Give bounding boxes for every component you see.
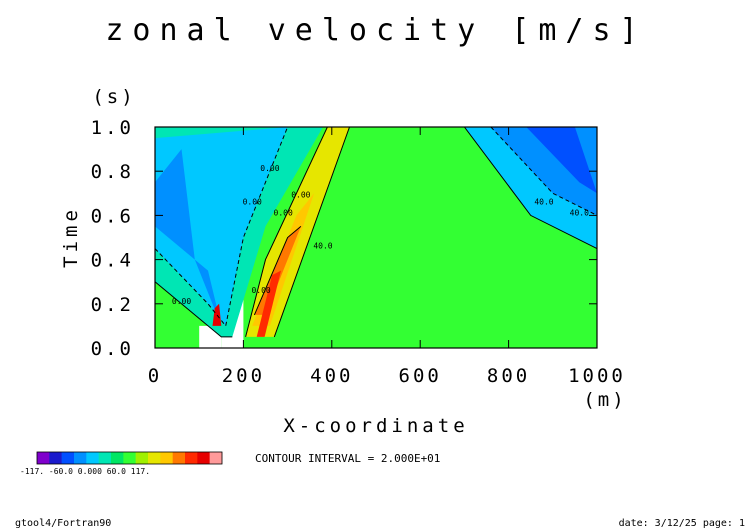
footer-right: date: 3/12/25 page: 1: [619, 518, 745, 529]
colorbar: [36, 451, 223, 465]
contour-line: [154, 126, 289, 328]
fill-region: [155, 127, 288, 326]
colorbar-frame: [36, 451, 223, 465]
contour-line: [245, 126, 328, 338]
contour-label: 0.00: [260, 164, 279, 173]
y-tick-label: 0.2: [91, 294, 134, 316]
x-axis-label: X-coordinate: [283, 415, 468, 437]
fill-region: [256, 270, 281, 337]
contour-line: [463, 126, 598, 250]
x-tick-labels: 0 200 400 600 800 1000: [148, 365, 626, 387]
colorbar-swatch: [74, 452, 87, 464]
y-tick-label: 1.0: [91, 117, 134, 139]
y-axis-unit: (s): [92, 86, 135, 108]
colorbar-swatch: [172, 452, 186, 464]
contour-line: [490, 126, 598, 216]
contour-label: 40.0: [313, 242, 332, 251]
contour-lines: [154, 126, 598, 338]
fill-region: [254, 226, 301, 315]
fill-region: [212, 303, 222, 326]
colorbar-swatch: [98, 452, 112, 464]
contour-label: 0.00: [172, 297, 191, 306]
y-axis-label: Time: [60, 206, 82, 268]
y-tick-label: 0.6: [91, 205, 134, 227]
colorbar-swatch: [49, 452, 62, 464]
contour-line: [253, 226, 302, 316]
fill-region: [526, 127, 597, 194]
fill-region: [155, 149, 222, 326]
axis-ticks: [154, 126, 598, 349]
plot-frame: [154, 126, 598, 349]
y-tick-label: 0.4: [91, 250, 134, 272]
contour-label: 40.0: [570, 208, 589, 217]
contour-labels: 0.00 0.00 0.00 0.00 0.00 0.00 40.0 40.0 40.0: [172, 164, 589, 306]
contour-interval-text: CONTOUR INTERVAL = 2.000E+01: [255, 452, 440, 465]
colorbar-swatch: [135, 452, 149, 464]
x-tick-label: 1000: [568, 365, 626, 387]
colorbar-swatch: [185, 452, 198, 464]
footer-left: gtool4/Fortran90: [15, 518, 111, 529]
contour-fills: [155, 127, 597, 348]
y-tick-label: 0.8: [91, 161, 134, 183]
contour-label: 0.00: [291, 191, 310, 200]
x-tick-label: 600: [399, 365, 442, 387]
y-tick-labels: 0.0 0.2 0.4 0.6 0.8 1.0: [91, 117, 134, 360]
contour-label: 0.00: [274, 208, 293, 217]
x-tick-label: 800: [487, 365, 530, 387]
x-tick-label: 0: [148, 365, 162, 387]
colorbar-swatch: [148, 452, 161, 464]
colorbar-swatch: [86, 452, 99, 464]
colorbar-swatch: [197, 452, 210, 464]
contour-line: [273, 126, 350, 338]
y-tick-label: 0.0: [91, 338, 134, 360]
contour-label: 0.00: [243, 197, 262, 206]
x-axis-unit: (m): [583, 389, 626, 411]
colorbar-swatch: [123, 452, 136, 464]
colorbar-swatch: [111, 452, 124, 464]
contour-label: 40.0: [534, 197, 553, 206]
colorbar-swatch: [37, 452, 50, 464]
plot-area: 0.00 0.00 0.00 0.00 0.00 0.00 40.0 40.0 40.0: [154, 126, 598, 349]
colorbar-swatch: [61, 452, 75, 464]
contour-label: 0.00: [251, 286, 270, 295]
colorbar-swatch: [160, 452, 173, 464]
colorbar-labels: -117. -60.0 0.000 60.0 117.: [20, 467, 150, 476]
contour-line: [154, 281, 233, 338]
chart-title: zonal velocity [m/s]: [105, 13, 646, 48]
x-tick-label: 400: [310, 365, 353, 387]
colorbar-swatch: [209, 452, 223, 464]
x-tick-label: 200: [222, 365, 265, 387]
